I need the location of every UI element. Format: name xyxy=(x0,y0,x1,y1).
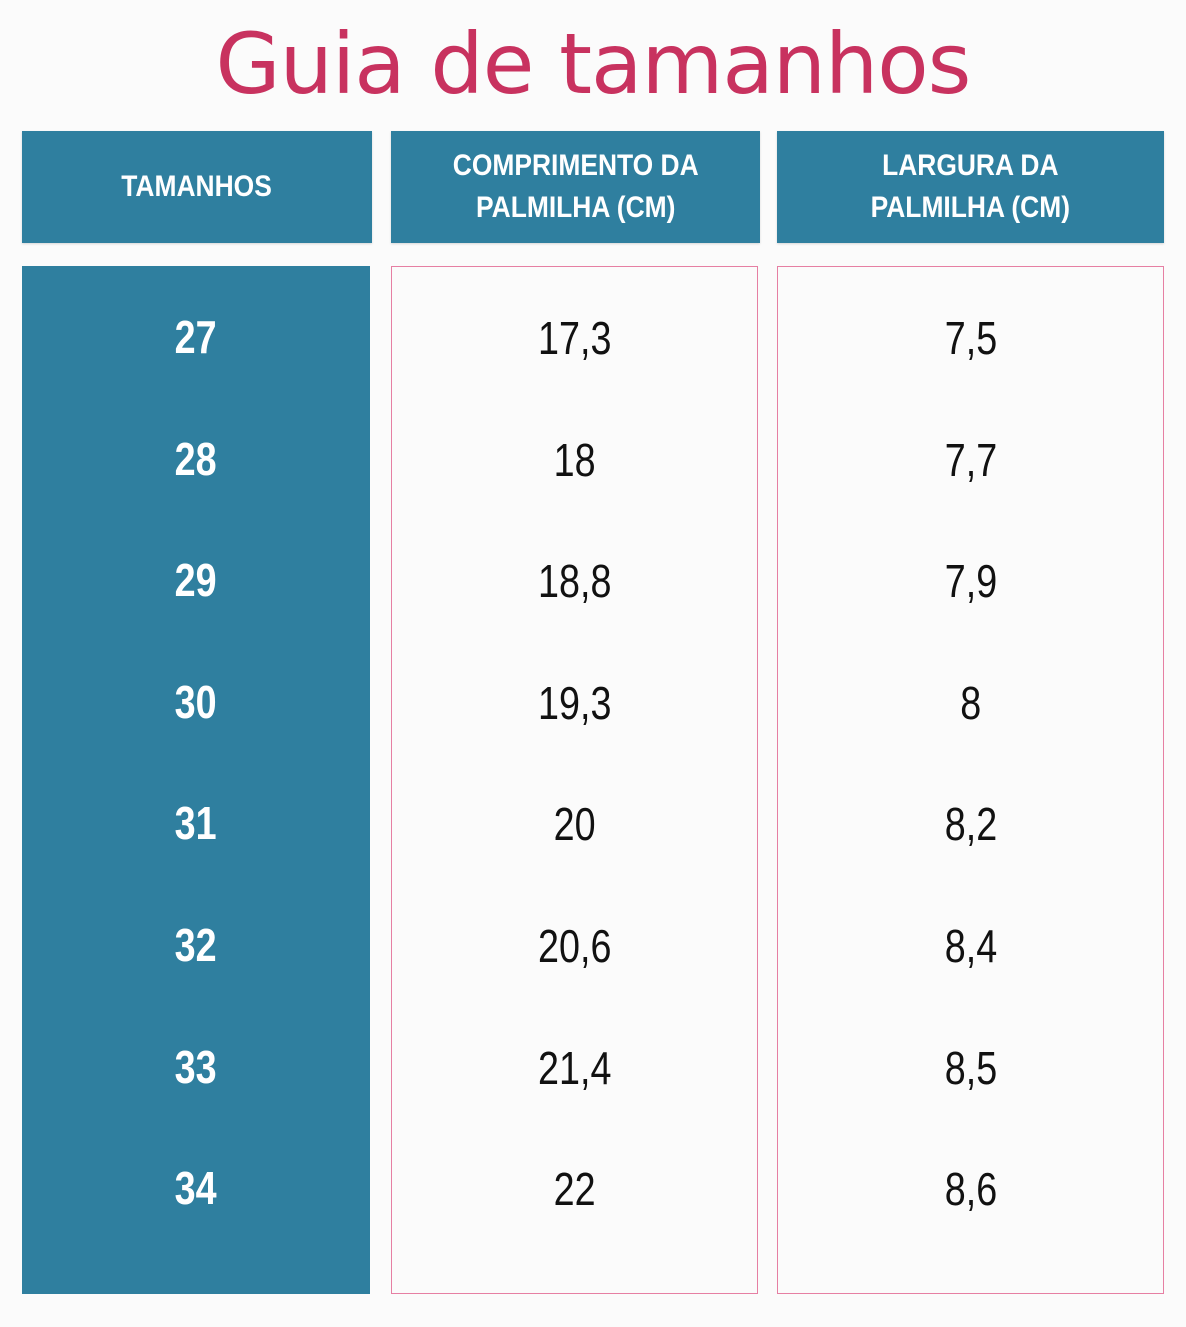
length-cell: 22 xyxy=(392,1159,757,1219)
length-cell-value: 20,6 xyxy=(537,920,612,972)
size-cell: 34 xyxy=(22,1158,370,1218)
width-cell: 8,6 xyxy=(778,1159,1163,1219)
width-cell: 7,5 xyxy=(778,308,1163,368)
length-column: 17,3 18 18,8 19,3 20 20,6 21,4 22 xyxy=(391,266,758,1294)
length-cell: 19,3 xyxy=(392,673,757,733)
width-cell-value: 8,6 xyxy=(944,1163,997,1216)
length-cell-value: 21,4 xyxy=(537,1041,612,1094)
width-cell-value: 8,5 xyxy=(944,1041,997,1094)
header-width-line1: LARGURA DA xyxy=(882,149,1059,182)
size-cell: 30 xyxy=(22,672,370,732)
size-cell: 32 xyxy=(22,915,370,975)
size-cell: 31 xyxy=(22,793,370,853)
width-cell: 7,7 xyxy=(778,430,1163,490)
size-cell-value: 29 xyxy=(175,554,217,607)
length-cell: 17,3 xyxy=(392,308,757,368)
size-cell-value: 32 xyxy=(175,919,217,971)
size-cell-value: 31 xyxy=(175,797,217,850)
length-cell-value: 17,3 xyxy=(537,312,612,364)
size-cell-value: 34 xyxy=(175,1162,217,1215)
width-cell: 8,5 xyxy=(778,1038,1163,1098)
size-cell: 28 xyxy=(22,429,370,489)
size-cell: 27 xyxy=(22,307,370,367)
length-cell: 18 xyxy=(392,430,757,490)
width-cell: 8,2 xyxy=(778,794,1163,854)
width-cell-value: 8,4 xyxy=(944,920,997,972)
header-sizes-label: TAMANHOS xyxy=(121,170,273,203)
header-length-line2: PALMILHA (CM) xyxy=(475,191,676,224)
width-cell-value: 7,7 xyxy=(944,433,997,486)
length-cell-value: 19,3 xyxy=(537,676,612,729)
header-width: LARGURA DA PALMILHA (CM) xyxy=(777,131,1164,243)
size-cell-value: 33 xyxy=(175,1040,217,1093)
header-length-line1: COMPRIMENTO DA xyxy=(452,149,699,182)
width-cell: 8 xyxy=(778,673,1163,733)
sizes-column: 27 28 29 30 31 32 33 34 xyxy=(22,266,370,1294)
length-cell-value: 18 xyxy=(553,433,596,486)
length-cell: 18,8 xyxy=(392,551,757,611)
width-column: 7,5 7,7 7,9 8 8,2 8,4 8,5 8,6 xyxy=(777,266,1164,1294)
length-cell-value: 20 xyxy=(553,798,596,851)
header-width-line2: PALMILHA (CM) xyxy=(870,191,1071,224)
size-cell-value: 27 xyxy=(175,311,217,363)
size-cell-value: 30 xyxy=(175,675,217,728)
width-cell-value: 7,9 xyxy=(944,555,997,608)
size-cell: 33 xyxy=(22,1037,370,1097)
length-cell: 20 xyxy=(392,794,757,854)
length-cell: 21,4 xyxy=(392,1038,757,1098)
width-cell: 8,4 xyxy=(778,916,1163,976)
width-cell: 7,9 xyxy=(778,551,1163,611)
width-cell-value: 8,2 xyxy=(944,798,997,851)
page-title: Guia de tamanhos xyxy=(215,15,972,113)
length-cell-value: 22 xyxy=(553,1163,596,1216)
header-sizes: TAMANHOS xyxy=(22,131,372,243)
length-cell-value: 18,8 xyxy=(537,555,612,608)
header-length: COMPRIMENTO DA PALMILHA (CM) xyxy=(391,131,760,243)
size-cell-value: 28 xyxy=(175,432,217,485)
length-cell: 20,6 xyxy=(392,916,757,976)
width-cell-value: 7,5 xyxy=(944,312,997,364)
width-cell-value: 8 xyxy=(960,676,981,729)
size-cell: 29 xyxy=(22,550,370,610)
